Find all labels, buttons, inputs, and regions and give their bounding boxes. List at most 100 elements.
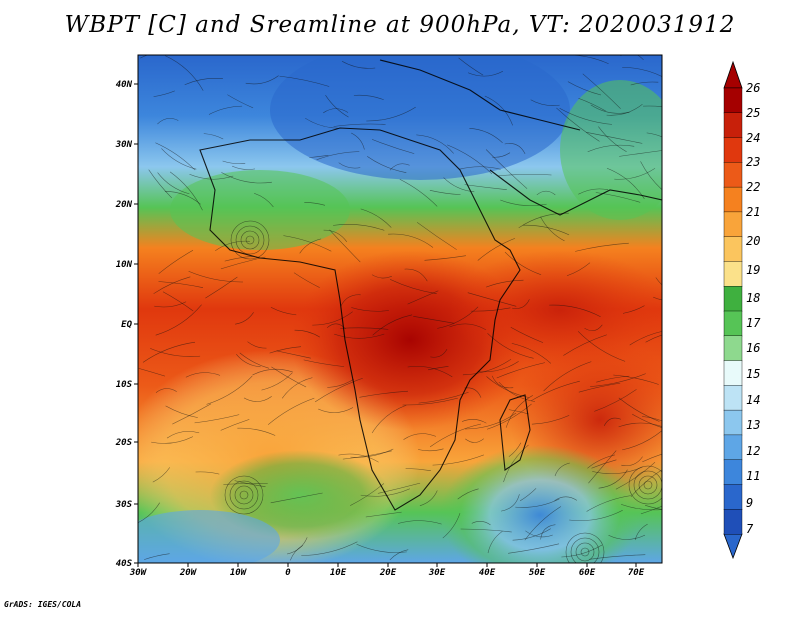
streamline <box>586 495 631 512</box>
streamline <box>588 450 617 484</box>
axis-ticks <box>134 83 637 567</box>
streamline <box>150 348 201 357</box>
streamline <box>169 171 203 211</box>
streamline <box>594 389 637 412</box>
streamline <box>245 75 279 85</box>
colorbar-cell <box>723 385 743 411</box>
streamline <box>503 444 529 483</box>
streamline <box>620 55 644 60</box>
lon-label: 50E <box>529 568 546 578</box>
colorbar-label: 13 <box>746 418 760 432</box>
lat-label: 30N <box>115 140 133 150</box>
streamline <box>247 341 267 349</box>
streamline <box>138 502 160 523</box>
streamline <box>293 272 320 288</box>
streamline <box>239 352 270 369</box>
lat-label: 10N <box>116 260 133 270</box>
streamline <box>221 172 272 184</box>
streamline <box>205 276 238 299</box>
streamline <box>591 459 617 469</box>
streamline <box>281 377 313 399</box>
map-frame <box>137 54 663 564</box>
streamline <box>157 172 190 195</box>
streamline <box>498 174 552 177</box>
streamline <box>195 471 220 475</box>
lon-label: 30W <box>129 568 148 578</box>
streamline <box>467 70 504 77</box>
colorbar-max-arrow <box>723 60 743 89</box>
streamline <box>469 128 503 144</box>
streamline <box>220 419 250 431</box>
streamline <box>140 55 149 59</box>
colorbar-cell <box>723 335 743 362</box>
streamline <box>622 305 645 314</box>
streamline <box>340 327 389 330</box>
streamline <box>619 150 662 157</box>
streamline <box>367 156 407 173</box>
streamline <box>523 224 570 236</box>
streamline <box>309 155 329 158</box>
streamline <box>283 235 332 252</box>
colorbar-cell <box>723 360 743 386</box>
streamline <box>269 346 302 354</box>
streamline <box>569 509 623 521</box>
streamline <box>142 341 196 363</box>
streamline <box>589 554 646 560</box>
lat-label: 30S <box>115 500 133 510</box>
streamline <box>365 511 402 518</box>
streamline <box>556 107 600 142</box>
streamline <box>510 326 544 343</box>
streamline <box>598 126 627 153</box>
streamline <box>231 165 256 170</box>
streamline <box>586 132 643 144</box>
streamline <box>642 416 662 422</box>
streamline <box>326 323 346 330</box>
vortex-ring <box>570 537 600 563</box>
streamline <box>419 490 438 506</box>
streamline <box>491 375 514 389</box>
streamline <box>590 104 630 114</box>
lon-label: 70E <box>628 568 645 578</box>
streamline <box>487 403 532 430</box>
streamline <box>642 453 662 463</box>
streamline <box>161 148 197 170</box>
streamline <box>152 467 171 483</box>
streamline <box>153 90 175 97</box>
streamline <box>632 413 662 428</box>
vortex-ring <box>235 225 265 255</box>
streamline <box>318 407 354 413</box>
streamline <box>643 105 662 107</box>
streamline <box>418 448 444 452</box>
colorbar-label: 26 <box>746 81 760 95</box>
streamline <box>305 117 338 129</box>
streamline <box>403 433 437 440</box>
streamline <box>561 544 603 558</box>
streamline <box>578 97 606 112</box>
streamline <box>511 343 552 364</box>
streamline <box>512 299 530 309</box>
vortex-ring <box>565 532 605 563</box>
streamline <box>587 454 616 469</box>
streamline <box>603 417 621 427</box>
streamline <box>505 395 533 428</box>
colorbar-cell <box>723 310 743 337</box>
streamline <box>486 279 524 288</box>
colorbar-cell <box>723 286 743 312</box>
streamline <box>566 262 591 277</box>
vortex-ring <box>229 480 259 510</box>
streamline <box>222 160 246 164</box>
streamline <box>356 544 407 553</box>
streamline <box>525 530 553 538</box>
colorbar-cell <box>723 112 743 139</box>
streamline <box>350 448 394 458</box>
streamline <box>622 430 662 451</box>
streamline <box>554 462 570 477</box>
streamline <box>342 450 392 460</box>
streamline <box>359 390 409 398</box>
colorbar-label: 7 <box>746 522 754 536</box>
streamline <box>299 238 322 254</box>
streamline <box>530 380 580 402</box>
vortex-ring <box>239 490 249 500</box>
streamline <box>430 348 448 358</box>
